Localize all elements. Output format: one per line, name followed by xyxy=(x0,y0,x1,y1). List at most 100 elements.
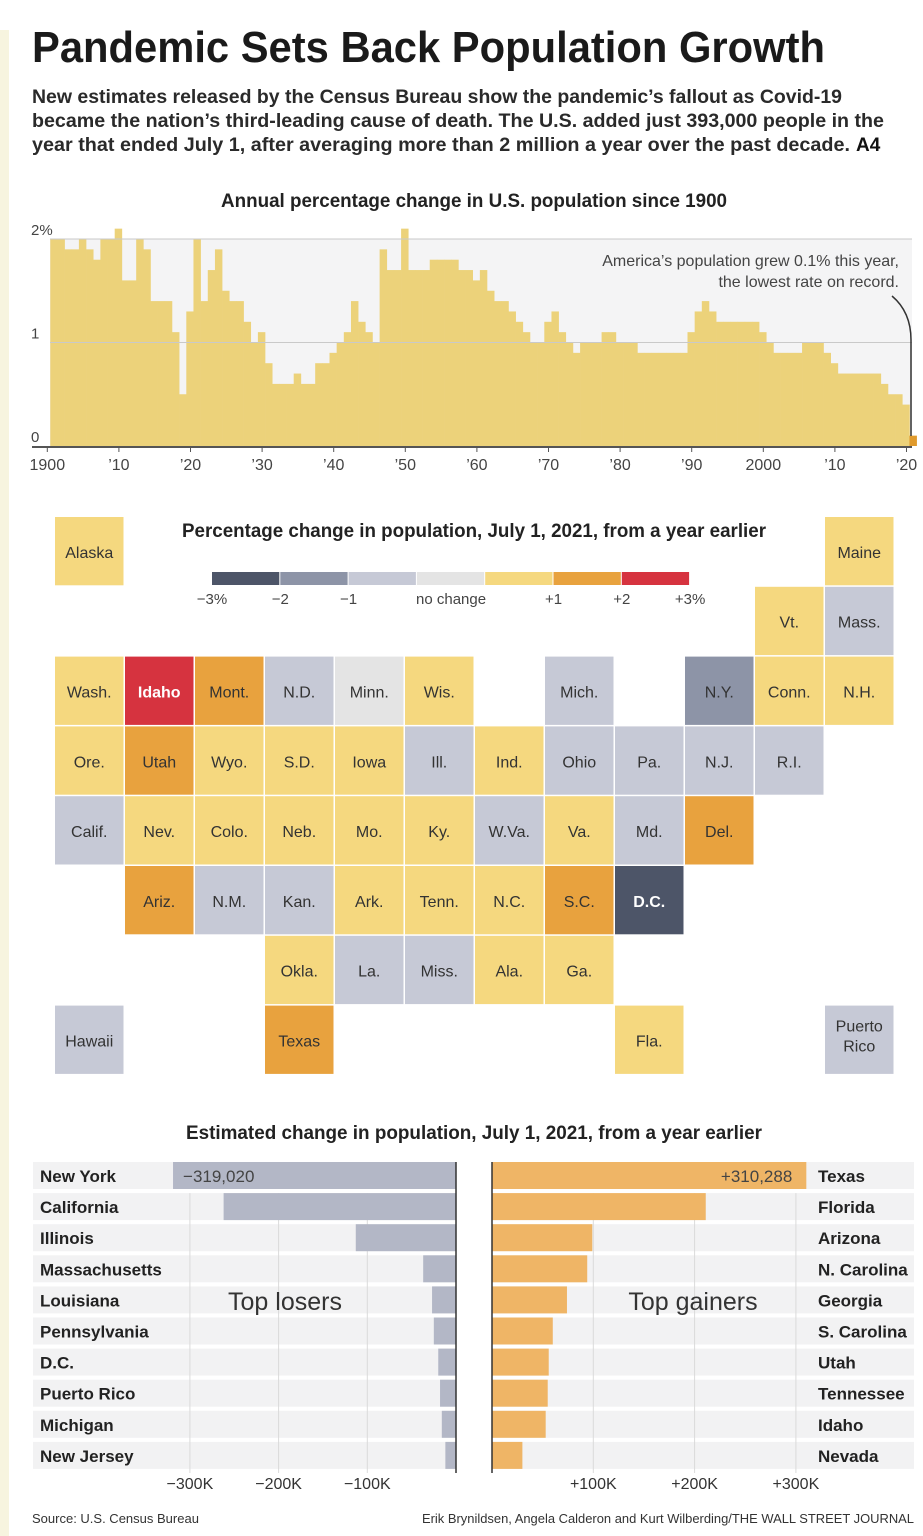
state-tile xyxy=(195,726,264,795)
state-tile xyxy=(335,866,404,935)
bar-1957 xyxy=(451,259,459,446)
bar-1927 xyxy=(236,301,244,446)
bar-1964 xyxy=(501,301,509,446)
state-label: Texas xyxy=(278,1034,320,1051)
state-tile xyxy=(615,726,684,795)
gainer-bar xyxy=(492,1255,588,1283)
x-tick-label: ’40 xyxy=(323,457,344,474)
gainer-row-background xyxy=(492,1410,914,1438)
bar-1961 xyxy=(479,270,488,446)
state-tile xyxy=(545,866,614,935)
legend-label: +2 xyxy=(613,591,630,608)
bar-1942 xyxy=(343,332,352,446)
bar-1941 xyxy=(336,342,345,446)
state-label: Wyo. xyxy=(211,754,247,771)
loser-bar xyxy=(355,1224,456,1252)
loser-row-background xyxy=(33,1317,456,1345)
bar-1930 xyxy=(257,332,266,446)
loser-row-background xyxy=(33,1348,456,1376)
bar-2007 xyxy=(809,342,817,446)
bar-2010 xyxy=(830,363,839,446)
legend-swatch-d1 xyxy=(348,572,416,585)
state-label: Ore. xyxy=(74,754,105,771)
bar-1988 xyxy=(673,352,681,446)
gainer-value-label: +310,288 xyxy=(721,1167,792,1186)
page-reference-link[interactable]: A4 xyxy=(856,135,881,156)
bar-1920 xyxy=(186,311,194,446)
bar-1910 xyxy=(114,228,123,446)
state-tile xyxy=(405,866,474,935)
bar-1933 xyxy=(279,383,287,446)
bar-1936 xyxy=(300,383,309,446)
gainer-bar xyxy=(492,1348,549,1376)
bar-1965 xyxy=(508,311,516,446)
bar-1949 xyxy=(393,270,402,446)
bar-1992 xyxy=(701,301,710,446)
bar-1993 xyxy=(708,311,717,446)
bar-2008 xyxy=(816,342,824,446)
bar-1975 xyxy=(580,342,588,446)
gainer-state-label: Texas xyxy=(818,1167,865,1186)
annual-change-chart: 0 1 2% 1900 ’10 ’20 ’30 ’40 ’50 ’60 ’70 ’80 ’90 2000 ’… xyxy=(30,222,918,474)
state-label: Md. xyxy=(636,824,663,841)
gainer-state-label: Arizona xyxy=(818,1229,881,1248)
state-tile xyxy=(55,796,124,865)
state-label: D.C. xyxy=(633,894,665,911)
x-tick-label: ’20 xyxy=(180,457,201,474)
state-label: Conn. xyxy=(768,685,811,702)
state-tile xyxy=(685,796,754,865)
state-tile xyxy=(825,517,894,586)
bar-2004 xyxy=(787,352,796,446)
x-tick-label: ’80 xyxy=(609,457,630,474)
annual-chart-title: Annual percentage change in U.S. populat… xyxy=(221,191,727,212)
state-tile xyxy=(825,1005,894,1074)
loser-row-background xyxy=(33,1410,456,1438)
bar-1969 xyxy=(537,342,545,446)
gainer-bar xyxy=(492,1379,548,1407)
state-tile xyxy=(405,656,474,725)
state-tile xyxy=(615,866,684,935)
source-note: Source: U.S. Census Bureau xyxy=(32,1511,199,1526)
state-tile xyxy=(685,656,754,725)
bar-1977 xyxy=(594,342,602,446)
bar-1994 xyxy=(716,321,724,446)
bar-1991 xyxy=(694,311,703,446)
bar-1903 xyxy=(64,249,73,446)
state-label: N.M. xyxy=(212,894,246,911)
gainer-row-background xyxy=(492,1317,914,1345)
state-tile xyxy=(125,726,194,795)
state-tile xyxy=(475,726,544,795)
loser-row-background xyxy=(33,1441,456,1469)
bar-1971 xyxy=(551,311,559,446)
bar-1970 xyxy=(544,321,552,446)
state-tile xyxy=(265,796,334,865)
bar-2019 xyxy=(895,394,903,446)
bar-1972 xyxy=(558,332,567,446)
bar-1990 xyxy=(687,332,695,446)
legend-label: no change xyxy=(416,591,486,608)
headline: Pandemic Sets Back Population Growth xyxy=(32,23,825,72)
bar-1906 xyxy=(86,249,94,446)
bar-1989 xyxy=(680,352,688,446)
bar-1953 xyxy=(422,270,431,446)
state-tile xyxy=(265,935,334,1005)
annotation-line-1: America’s population grew 0.1% this year… xyxy=(602,253,899,270)
state-tile xyxy=(265,1005,334,1074)
bar-1929 xyxy=(250,342,259,446)
bar-1958 xyxy=(458,270,466,446)
x-tick-label: 1900 xyxy=(30,457,66,474)
gainer-row-background xyxy=(492,1441,914,1469)
legend-swatch-p3 xyxy=(621,572,690,585)
gainer-bar xyxy=(492,1162,807,1189)
x-tick-label: +300K xyxy=(773,1476,820,1493)
bar-1948 xyxy=(386,270,395,446)
bar-1967 xyxy=(522,332,531,446)
state-label: Mont. xyxy=(209,685,249,702)
bar-1914 xyxy=(143,249,151,446)
bar-1924 xyxy=(214,249,223,446)
bar-1973 xyxy=(565,342,574,446)
state-tile xyxy=(545,656,614,725)
state-label: Neb. xyxy=(282,824,316,841)
bar-1919 xyxy=(179,394,187,446)
state-label: W.Va. xyxy=(489,824,531,841)
